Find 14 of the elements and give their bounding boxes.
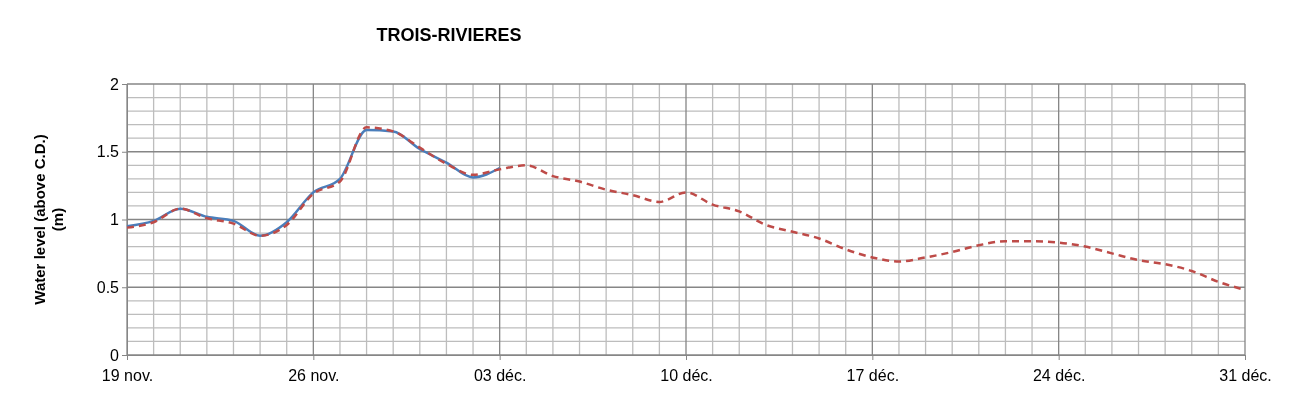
x-tick-label: 31 déc. [1219,366,1272,384]
x-tick-label: 26 nov. [288,366,340,384]
x-tick-label: 19 nov. [101,366,154,384]
y-axis-title: Water level (above C.D.) (m) [31,134,66,305]
y-tick-label: 0 [110,346,120,364]
y-tick-label: 2 [110,75,120,93]
y-tick-label: 0.5 [96,278,120,296]
x-tick-label: 17 déc. [846,366,900,384]
x-tick-label: 10 déc. [660,366,713,384]
chart-title: TROIS-RIVIERES [376,25,522,45]
y-tick-label: 1.5 [96,143,120,161]
x-tick-label: 24 déc. [1032,366,1086,384]
y-tick-label: 1 [110,211,120,229]
x-tick-label: 03 déc. [473,366,527,384]
